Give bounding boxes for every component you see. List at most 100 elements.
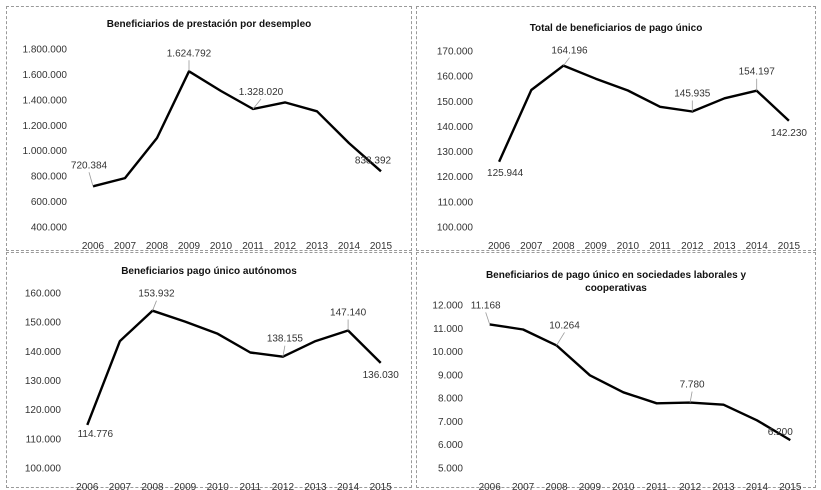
chart-title: Beneficiarios pago único autónomos (121, 266, 297, 277)
x-tick-label: 2006 (479, 482, 502, 490)
y-tick-label: 160.000 (437, 72, 474, 83)
x-tick-label: 2012 (681, 241, 704, 252)
x-tick-label: 2009 (174, 482, 197, 490)
y-tick-label: 1.600.000 (23, 70, 68, 81)
x-tick-label: 2014 (338, 241, 361, 252)
data-label: 10.264 (549, 320, 580, 331)
y-tick-label: 100.000 (437, 223, 474, 234)
x-tick-label: 2010 (612, 482, 635, 490)
chart-panel-pago-unico-total: Total de beneficiarios de pago único 100… (416, 6, 816, 252)
x-tick-label: 2008 (545, 482, 568, 490)
data-label: 145.935 (674, 89, 711, 100)
y-tick-label: 1.000.000 (23, 146, 68, 157)
x-tick-label: 2013 (712, 482, 735, 490)
x-tick-label: 2009 (579, 482, 602, 490)
chart-panel-sociedades-cooperativas: Beneficiarios de pago único en sociedade… (416, 252, 816, 490)
x-tick-label: 2015 (778, 241, 801, 252)
y-tick-label: 170.000 (437, 47, 474, 58)
data-label: 7.780 (680, 380, 705, 391)
series-line (498, 64, 790, 163)
series-line (92, 70, 382, 188)
x-tick-label: 2010 (210, 241, 233, 252)
x-tick-label: 2012 (274, 241, 297, 252)
series-line (489, 323, 791, 442)
data-label: 6.200 (768, 427, 793, 438)
x-tick-label: 2007 (520, 241, 543, 252)
x-tick-label: 2011 (242, 241, 264, 252)
data-label: 142.230 (771, 128, 808, 139)
series-line (86, 309, 382, 426)
y-tick-label: 110.000 (438, 197, 474, 208)
data-label: 838.392 (355, 155, 392, 166)
y-tick-label: 1.800.000 (23, 45, 68, 56)
y-tick-label: 7.000 (438, 417, 463, 428)
x-tick-label: 2015 (779, 482, 802, 490)
data-label-leader (689, 391, 693, 403)
x-tick-label: 2013 (713, 241, 736, 252)
data-label-leader (252, 98, 262, 110)
y-tick-label: 110.000 (26, 434, 62, 445)
data-label: 153.932 (138, 289, 175, 300)
y-tick-label: 6.000 (438, 440, 463, 451)
y-tick-label: 130.000 (25, 376, 62, 387)
y-tick-label: 9.000 (438, 370, 463, 381)
data-label: 138.155 (267, 334, 304, 345)
line-chart: 100.000 110.000 120.000 130.000 140.000 150.0… (25, 289, 400, 490)
x-tick-label: 2014 (337, 482, 360, 490)
line-chart: 100.000 110.000 120.000 130.000 140.000 150.0… (437, 46, 808, 252)
x-tick-label: 2007 (109, 482, 132, 490)
x-tick-label: 2012 (679, 482, 702, 490)
data-label: 114.776 (78, 429, 114, 440)
y-tick-label: 10.000 (432, 347, 463, 358)
x-tick-label: 2009 (178, 241, 201, 252)
y-tick-label: 11.000 (433, 324, 463, 335)
y-tick-label: 120.000 (25, 405, 62, 416)
chart-panel-desempleo: Beneficiarios de prestación por desemple… (6, 6, 412, 253)
chart-title: Beneficiarios de prestación por desemple… (106, 19, 312, 30)
x-tick-label: 2008 (552, 241, 575, 252)
x-tick-label: 2008 (146, 241, 169, 252)
data-label: 147.140 (330, 308, 367, 319)
data-label-leader (152, 300, 157, 311)
y-tick-label: 160.000 (25, 289, 62, 300)
data-label: 154.197 (739, 67, 776, 78)
x-tick-label: 2009 (585, 241, 608, 252)
y-tick-label: 140.000 (437, 122, 474, 133)
x-tick-label: 2011 (240, 482, 262, 490)
y-tick-label: 800.000 (31, 172, 68, 183)
y-tick-label: 1.400.000 (23, 95, 68, 106)
x-tick-label: 2014 (746, 482, 769, 490)
x-tick-label: 2007 (512, 482, 535, 490)
chart-panel-autonomos: Beneficiarios pago único autónomos 100.0… (6, 252, 412, 490)
y-tick-label: 12.000 (432, 301, 463, 312)
data-label: 11.168 (471, 300, 501, 311)
data-label-leader (88, 172, 94, 187)
chart-title: Beneficiarios de pago único en sociedade… (485, 270, 747, 294)
data-label: 720.384 (71, 160, 108, 171)
y-tick-label: 8.000 (438, 394, 463, 405)
data-label-leader (563, 57, 570, 66)
x-tick-label: 2008 (141, 482, 164, 490)
x-tick-label: 2012 (272, 482, 295, 490)
x-tick-label: 2015 (370, 241, 393, 252)
x-tick-label: 2013 (304, 482, 327, 490)
y-tick-label: 130.000 (437, 147, 474, 158)
line-chart: 400.000 600.000 800.000 1.000.000 1.200.000 1… (23, 45, 393, 253)
x-tick-label: 2010 (617, 241, 640, 252)
y-tick-label: 120.000 (437, 172, 474, 183)
data-label-leader (485, 312, 491, 325)
y-tick-label: 140.000 (25, 347, 62, 358)
y-tick-label: 150.000 (437, 97, 474, 108)
data-label: 1.328.020 (239, 87, 284, 98)
x-tick-label: 2013 (306, 241, 329, 252)
x-tick-label: 2011 (646, 482, 668, 490)
x-tick-label: 2006 (76, 482, 99, 490)
x-tick-label: 2014 (746, 241, 769, 252)
x-tick-label: 2006 (82, 241, 105, 252)
y-tick-label: 400.000 (31, 223, 68, 234)
line-chart: 5.000 6.000 7.000 8.000 9.000 10.000 11.000 12.… (432, 300, 802, 490)
data-label-leader (556, 332, 565, 346)
x-tick-label: 2011 (649, 241, 671, 252)
x-tick-label: 2006 (488, 241, 511, 252)
data-label: 136.030 (363, 370, 400, 381)
